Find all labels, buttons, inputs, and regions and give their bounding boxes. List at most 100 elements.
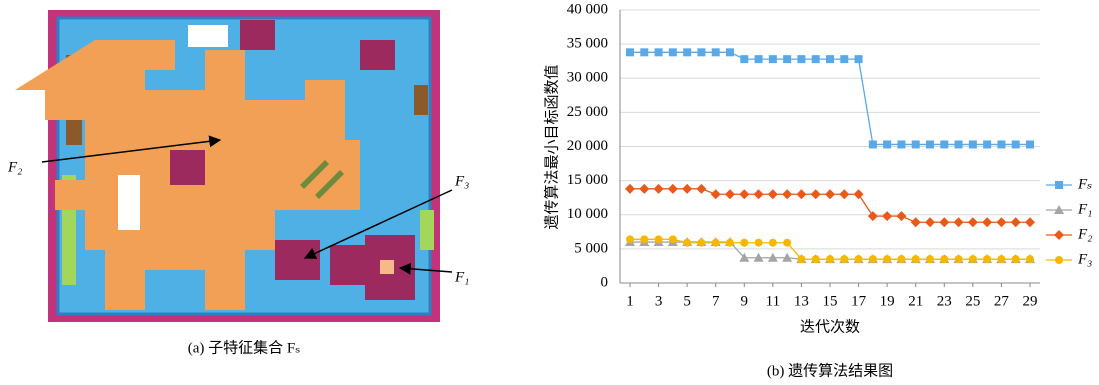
marker bbox=[826, 55, 834, 63]
x-tick-label: 13 bbox=[794, 293, 809, 309]
legend-label: F₁ bbox=[1077, 201, 1092, 217]
marker bbox=[796, 189, 806, 199]
marker bbox=[855, 255, 863, 263]
y-tick-label: 0 bbox=[601, 274, 609, 290]
marker bbox=[1054, 230, 1064, 240]
marker bbox=[826, 255, 834, 263]
marker bbox=[983, 255, 991, 263]
marker bbox=[782, 189, 792, 199]
y-tick-label: 5 000 bbox=[574, 240, 608, 256]
y-tick-label: 10 000 bbox=[567, 206, 608, 222]
marker bbox=[939, 217, 949, 227]
marker bbox=[768, 189, 778, 199]
marker bbox=[696, 184, 706, 194]
series-line bbox=[630, 52, 1030, 144]
marker bbox=[997, 140, 1005, 148]
marker bbox=[712, 48, 720, 56]
marker bbox=[797, 255, 805, 263]
caption: (a) 子特征集合 Fₛ bbox=[188, 339, 301, 356]
label: F₁ bbox=[454, 269, 469, 285]
marker bbox=[940, 140, 948, 148]
marker bbox=[811, 189, 821, 199]
marker bbox=[912, 140, 920, 148]
marker bbox=[1055, 256, 1063, 264]
marker bbox=[1012, 255, 1020, 263]
marker bbox=[712, 239, 720, 247]
marker bbox=[711, 189, 721, 199]
marker bbox=[912, 255, 920, 263]
y-tick-label: 30 000 bbox=[567, 70, 608, 86]
marker bbox=[855, 55, 863, 63]
legend-label: F₃ bbox=[1077, 251, 1092, 267]
marker bbox=[997, 255, 1005, 263]
marker bbox=[955, 255, 963, 263]
marker bbox=[1026, 140, 1034, 148]
marker bbox=[825, 189, 835, 199]
x-tick-label: 25 bbox=[965, 293, 980, 309]
marker bbox=[669, 48, 677, 56]
marker bbox=[739, 189, 749, 199]
y-tick-label: 20 000 bbox=[567, 138, 608, 154]
marker bbox=[797, 55, 805, 63]
marker bbox=[812, 255, 820, 263]
marker bbox=[968, 217, 978, 227]
marker bbox=[769, 55, 777, 63]
x-tick-label: 21 bbox=[908, 293, 923, 309]
x-tick-label: 3 bbox=[655, 293, 663, 309]
marker bbox=[783, 55, 791, 63]
marker bbox=[839, 189, 849, 199]
marker bbox=[1055, 181, 1063, 189]
x-tick-label: 7 bbox=[712, 293, 720, 309]
marker bbox=[697, 48, 705, 56]
marker bbox=[812, 55, 820, 63]
marker bbox=[896, 211, 906, 221]
marker bbox=[725, 189, 735, 199]
marker bbox=[655, 235, 663, 243]
label: F₂ bbox=[7, 159, 22, 175]
marker bbox=[882, 211, 892, 221]
y-tick-label: 15 000 bbox=[567, 172, 608, 188]
x-tick-label: 29 bbox=[1023, 293, 1038, 309]
marker bbox=[726, 239, 734, 247]
x-tick-label: 1 bbox=[626, 293, 634, 309]
marker bbox=[854, 189, 864, 199]
board-image bbox=[15, 10, 440, 322]
x-axis-title: 迭代次数 bbox=[800, 318, 860, 335]
marker bbox=[769, 239, 777, 247]
marker bbox=[655, 48, 663, 56]
marker bbox=[1012, 140, 1020, 148]
marker bbox=[969, 140, 977, 148]
marker bbox=[682, 184, 692, 194]
x-tick-label: 11 bbox=[766, 293, 780, 309]
x-tick-label: 17 bbox=[851, 293, 867, 309]
marker bbox=[911, 217, 921, 227]
marker bbox=[669, 235, 677, 243]
marker bbox=[683, 239, 691, 247]
marker bbox=[897, 255, 905, 263]
figure: F₂ F₃ F₁ (a) 子特征集合 Fₛ (b) 遗传算法结果图 迭代次数 遗… bbox=[0, 0, 1099, 385]
marker bbox=[755, 55, 763, 63]
marker bbox=[869, 140, 877, 148]
x-tick-label: 15 bbox=[823, 293, 838, 309]
marker bbox=[954, 217, 964, 227]
marker bbox=[868, 211, 878, 221]
marker bbox=[1025, 217, 1035, 227]
marker bbox=[869, 255, 877, 263]
marker bbox=[783, 239, 791, 247]
marker bbox=[640, 235, 648, 243]
marker bbox=[726, 48, 734, 56]
x-tick-label: 9 bbox=[741, 293, 749, 309]
marker bbox=[640, 48, 648, 56]
marker bbox=[740, 239, 748, 247]
marker bbox=[625, 184, 635, 194]
x-tick-label: 23 bbox=[937, 293, 952, 309]
y-tick-label: 25 000 bbox=[567, 104, 608, 120]
marker bbox=[996, 217, 1006, 227]
marker bbox=[626, 48, 634, 56]
y-tick-label: 35 000 bbox=[567, 36, 608, 52]
x-tick-label: 27 bbox=[994, 293, 1010, 309]
marker bbox=[925, 217, 935, 227]
marker bbox=[697, 239, 705, 247]
marker bbox=[754, 189, 764, 199]
marker bbox=[969, 255, 977, 263]
